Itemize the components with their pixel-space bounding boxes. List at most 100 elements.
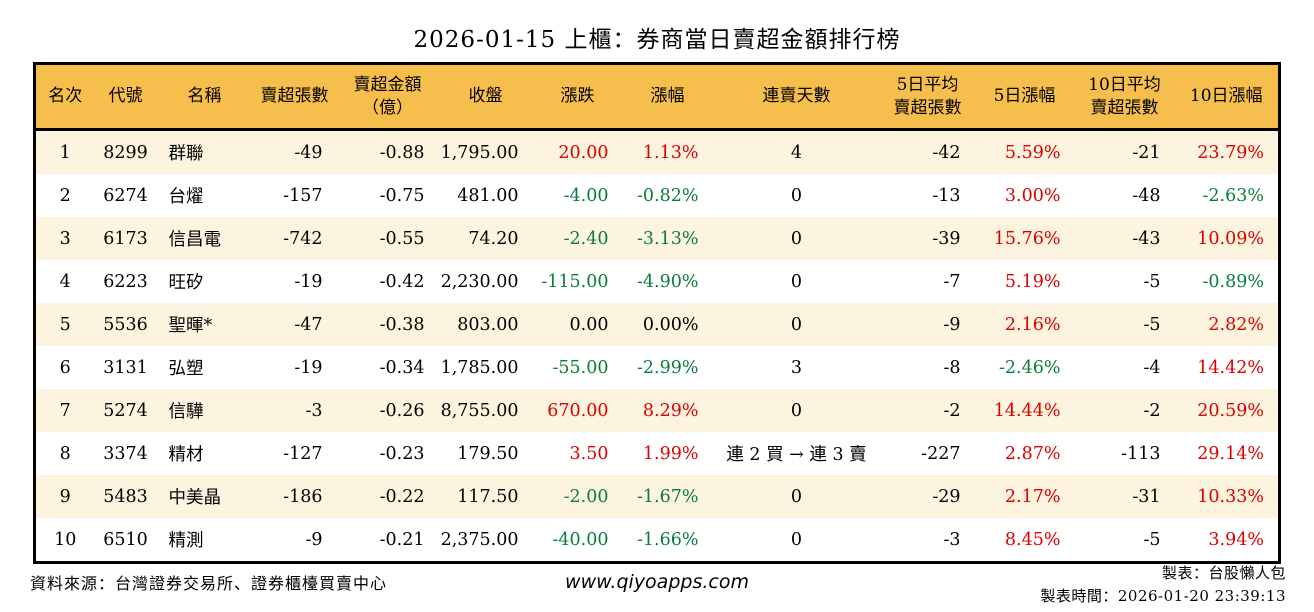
cell-net-sell-volume: -9 xyxy=(305,529,323,550)
column-header-code: 代號 xyxy=(94,63,157,131)
cell-pct-10day: 14.42% xyxy=(1197,357,1264,378)
table-row: 8 3374 精材 -127 -0.23 179.50 3.50 1.99% 連 2 買 → 連… xyxy=(34,432,1280,475)
column-header-change-pct: 漲幅 xyxy=(622,63,713,131)
cell-change: 0.00 xyxy=(569,314,609,335)
cell-net-sell-amount: -0.23 xyxy=(379,443,425,464)
cell-pct-5day: -2.46% xyxy=(998,357,1061,378)
column-header-rank: 名次 xyxy=(34,63,95,131)
maker-credit: 製表：台股懶人包 xyxy=(1161,564,1286,582)
table-header: 名次 代號 名稱 賣超張數 賣超金額 （億） 收盤 漲跌 漲幅 連賣天數 5日平… xyxy=(34,63,1280,131)
column-header-avg5-net-sell-volume: 5日平均 賣超張數 xyxy=(880,63,975,131)
table-row: 4 6223 旺矽 -19 -0.42 2,230.00 -115.00 -4.90% 0 -7 5… xyxy=(34,260,1280,303)
cell-rank: 6 xyxy=(59,357,71,378)
cell-avg10-net-sell-volume: -43 xyxy=(1132,228,1161,249)
cell-close: 117.50 xyxy=(457,486,519,507)
cell-net-sell-volume: -19 xyxy=(294,357,323,378)
cell-consecutive-sell-days: 連 2 買 → 連 3 賣 xyxy=(726,445,867,465)
cell-change-pct: -2.99% xyxy=(636,357,699,378)
cell-change-pct: 1.13% xyxy=(642,142,699,163)
cell-name: 信驊 xyxy=(168,402,204,422)
cell-rank: 2 xyxy=(59,185,71,206)
cell-change: -55.00 xyxy=(552,357,609,378)
cell-change-pct: -4.90% xyxy=(636,271,699,292)
cell-code: 5483 xyxy=(103,486,148,507)
cell-avg5-net-sell-volume: -3 xyxy=(943,529,961,550)
cell-net-sell-amount: -0.26 xyxy=(379,400,425,421)
cell-pct-5day: 15.76% xyxy=(993,228,1061,249)
cell-pct-10day: -0.89% xyxy=(1202,271,1264,292)
cell-change: -4.00 xyxy=(563,185,609,206)
cell-consecutive-sell-days: 3 xyxy=(790,357,803,378)
cell-consecutive-sell-days: 0 xyxy=(790,486,803,507)
cell-change-pct: -0.82% xyxy=(636,185,699,206)
cell-net-sell-amount: -0.38 xyxy=(379,314,425,335)
cell-close: 1,785.00 xyxy=(440,357,519,378)
cell-name: 弘塑 xyxy=(168,359,204,379)
table-row: 1 8299 群聯 -49 -0.88 1,795.00 20.00 1.13% 4 -42 5.5… xyxy=(34,129,1280,174)
cell-avg5-net-sell-volume: -7 xyxy=(943,271,961,292)
cell-rank: 9 xyxy=(59,486,71,507)
cell-close: 2,230.00 xyxy=(440,271,519,292)
column-header-pct-5day: 5日漲幅 xyxy=(974,63,1075,131)
cell-rank: 1 xyxy=(59,142,71,163)
cell-avg5-net-sell-volume: -8 xyxy=(943,357,961,378)
column-header-consecutive-sell-days: 連賣天數 xyxy=(712,63,881,131)
cell-code: 5274 xyxy=(103,400,148,421)
cell-change: -115.00 xyxy=(541,271,609,292)
cell-avg10-net-sell-volume: -21 xyxy=(1132,142,1161,163)
cell-avg10-net-sell-volume: -113 xyxy=(1121,443,1161,464)
cell-net-sell-volume: -47 xyxy=(294,314,323,335)
cell-pct-5day: 2.87% xyxy=(1004,443,1061,464)
header-row: 名次 代號 名稱 賣超張數 賣超金額 （億） 收盤 漲跌 漲幅 連賣天數 5日平… xyxy=(34,63,1280,131)
cell-net-sell-volume: -186 xyxy=(283,486,323,507)
cell-net-sell-volume: -157 xyxy=(283,185,323,206)
cell-net-sell-amount: -0.22 xyxy=(379,486,425,507)
cell-pct-5day: 2.16% xyxy=(1004,314,1061,335)
cell-name: 中美晶 xyxy=(168,488,222,508)
cell-change-pct: -3.13% xyxy=(636,228,699,249)
table-row: 7 5274 信驊 -3 -0.26 8,755.00 670.00 8.29% 0 -2 14.4… xyxy=(34,389,1280,432)
cell-avg10-net-sell-volume: -2 xyxy=(1143,400,1161,421)
cell-consecutive-sell-days: 0 xyxy=(790,185,803,206)
cell-close: 803.00 xyxy=(457,314,519,335)
cell-pct-10day: 10.33% xyxy=(1197,486,1264,507)
cell-pct-5day: 8.45% xyxy=(1004,529,1061,550)
cell-avg10-net-sell-volume: -48 xyxy=(1132,185,1161,206)
cell-code: 8299 xyxy=(103,142,148,163)
cell-rank: 3 xyxy=(59,228,71,249)
cell-change: -40.00 xyxy=(552,529,609,550)
cell-net-sell-volume: -3 xyxy=(305,400,323,421)
cell-change: -2.00 xyxy=(563,486,609,507)
cell-change: 20.00 xyxy=(558,142,609,163)
column-header-pct-10day: 10日漲幅 xyxy=(1174,63,1280,131)
table-row: 5 5536 聖暉* -47 -0.38 803.00 0.00 0.00% 0 -9 2.16% -… xyxy=(34,303,1280,346)
cell-net-sell-amount: -0.88 xyxy=(379,142,425,163)
cell-consecutive-sell-days: 0 xyxy=(790,400,803,421)
cell-name: 精材 xyxy=(168,445,204,465)
cell-pct-10day: 29.14% xyxy=(1197,443,1264,464)
cell-avg10-net-sell-volume: -5 xyxy=(1143,271,1161,292)
cell-pct-10day: 23.79% xyxy=(1197,142,1264,163)
cell-rank: 10 xyxy=(54,529,77,550)
cell-avg10-net-sell-volume: -4 xyxy=(1143,357,1161,378)
cell-consecutive-sell-days: 0 xyxy=(790,314,803,335)
cell-net-sell-amount: -0.42 xyxy=(379,271,425,292)
cell-change-pct: 0.00% xyxy=(642,314,699,335)
cell-rank: 8 xyxy=(59,443,71,464)
cell-change-pct: -1.66% xyxy=(636,529,699,550)
cell-net-sell-amount: -0.34 xyxy=(379,357,425,378)
cell-pct-5day: 2.17% xyxy=(1004,486,1061,507)
cell-change-pct: 8.29% xyxy=(642,400,699,421)
cell-consecutive-sell-days: 0 xyxy=(790,529,803,550)
cell-code: 6173 xyxy=(103,228,148,249)
cell-consecutive-sell-days: 0 xyxy=(790,228,803,249)
cell-net-sell-volume: -49 xyxy=(294,142,323,163)
cell-close: 8,755.00 xyxy=(440,400,519,421)
cell-pct-10day: 10.09% xyxy=(1197,228,1264,249)
cell-change-pct: 1.99% xyxy=(642,443,699,464)
cell-pct-5day: 3.00% xyxy=(1004,185,1061,206)
table-row: 3 6173 信昌電 -742 -0.55 74.20 -2.40 -3.13% 0 -39 15.… xyxy=(34,217,1280,260)
cell-pct-5day: 5.59% xyxy=(1004,142,1061,163)
cell-change: -2.40 xyxy=(563,228,609,249)
